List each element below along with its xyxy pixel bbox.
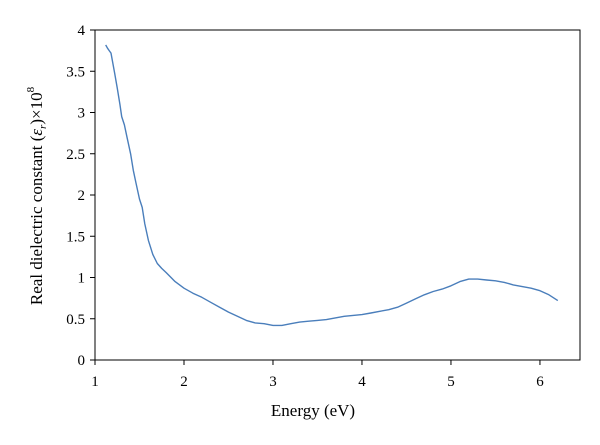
- y-tick-label: 1.5: [66, 229, 85, 245]
- y-tick-label: 3: [78, 106, 86, 122]
- y-tick-label: 2: [78, 188, 86, 204]
- x-tick-label: 1: [91, 374, 99, 390]
- y-axis-label-prefix: Real dielectric constant (: [27, 135, 46, 305]
- y-axis-label-subscript: r: [37, 124, 49, 129]
- y-axis-label-exponent: 8: [25, 86, 37, 92]
- y-tick-label: 0.5: [66, 312, 85, 328]
- x-tick-label: 2: [180, 374, 188, 390]
- y-tick-label: 3.5: [66, 64, 85, 80]
- series-layer: [105, 44, 559, 327]
- x-axis-label: Energy (eV): [271, 401, 355, 420]
- y-tick-label: 1: [78, 271, 86, 287]
- x-tick-label: 5: [447, 374, 455, 390]
- y-tick-label: 4: [78, 23, 86, 39]
- x-tick-label: 4: [358, 374, 366, 390]
- y-tick-label: 2.5: [66, 147, 85, 163]
- series-line: [105, 44, 559, 327]
- y-tick-label: 0: [78, 353, 86, 369]
- plot-area: [94, 29, 581, 361]
- x-tick-label: 3: [269, 374, 277, 390]
- y-axis-label-symbol: ε: [27, 129, 46, 136]
- ticks: 1 2 3 4 5 6 0 0.5 1 1.5 2 2.5 3 3.5 4: [66, 23, 544, 390]
- x-tick-label: 6: [536, 374, 544, 390]
- y-axis-label-suffix: )×10: [27, 92, 46, 124]
- y-axis-label: Real dielectric constant (εr)×108: [25, 86, 49, 305]
- plot-frame: [94, 29, 581, 361]
